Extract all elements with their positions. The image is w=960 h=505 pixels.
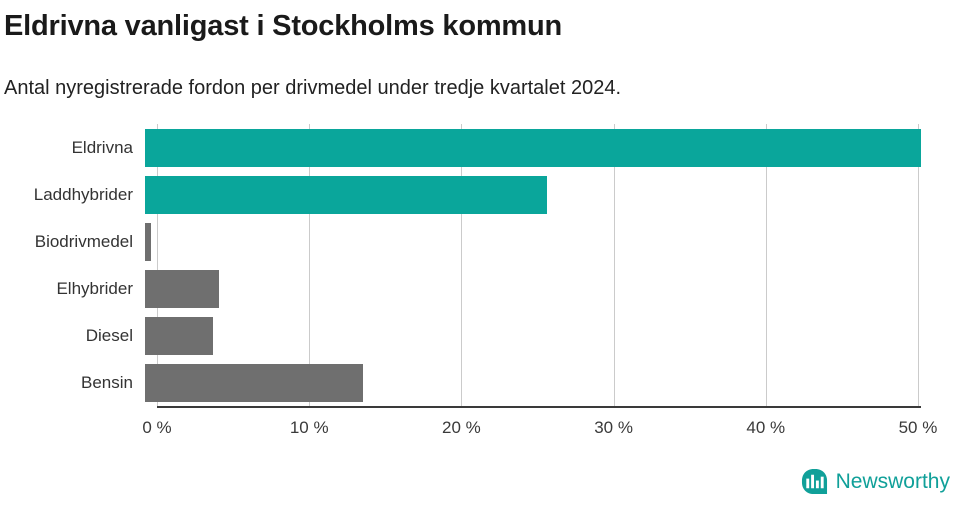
bar-bensin — [145, 363, 363, 402]
x-tick-label: 0 % — [142, 418, 172, 438]
bar-elhybrider — [145, 269, 220, 308]
bar-laddhybrider — [145, 175, 547, 214]
category-label: Biodrivmedel — [34, 231, 133, 251]
bar-row: Biodrivmedel — [4, 218, 921, 265]
bar-row: Diesel — [4, 312, 921, 359]
bar-track — [145, 128, 921, 167]
gridline — [613, 124, 615, 409]
plot-area: Eldrivna Laddhybrider Biodrivmedel Elhybrid… — [4, 124, 921, 409]
gridlines — [157, 124, 921, 409]
bar-track — [145, 222, 921, 261]
x-tick-label: 10 % — [289, 418, 329, 438]
category-label: Diesel — [85, 325, 133, 345]
x-tick-label: 50 % — [898, 418, 938, 438]
chart-subtitle: Antal nyregistrerade fordon per drivmede… — [4, 77, 622, 100]
newsworthy-icon — [801, 469, 827, 495]
chart-title: Eldrivna vanligast i Stockholms kommun — [4, 10, 563, 42]
bar-rows: Eldrivna Laddhybrider Biodrivmedel Elhybrid… — [4, 124, 921, 406]
x-axis-line — [157, 406, 921, 409]
newsworthy-logo: Newsworthy — [801, 468, 950, 495]
bar-row: Bensin — [4, 359, 921, 406]
newsworthy-wordmark: Newsworthy — [835, 469, 950, 493]
gridline — [765, 124, 767, 409]
bar-row: Eldrivna — [4, 124, 921, 171]
x-tick-label: 20 % — [442, 418, 481, 438]
bar-eldrivna — [145, 128, 921, 167]
footer: Newsworthy — [4, 468, 960, 495]
x-tick-label: 40 % — [746, 418, 786, 438]
category-label: Eldrivna — [71, 137, 133, 157]
bar-chart: Eldrivna Laddhybrider Biodrivmedel Elhybrid… — [4, 124, 960, 438]
x-axis-ticks: 0 % 10 % 20 % 30 % 40 % 50 % — [142, 408, 937, 438]
x-tick-label: 30 % — [594, 418, 633, 438]
gridline — [157, 124, 158, 409]
bar-track — [145, 175, 921, 214]
bar-track — [145, 269, 921, 308]
bar-diesel — [145, 316, 214, 355]
bar-track — [145, 316, 921, 355]
bar-row: Laddhybrider — [4, 171, 921, 218]
category-label: Elhybrider — [56, 278, 133, 298]
category-label: Bensin — [81, 372, 133, 392]
gridline — [917, 124, 919, 409]
bar-track — [145, 363, 921, 402]
gridline — [461, 124, 463, 409]
bar-row: Elhybrider — [4, 265, 921, 312]
gridline — [309, 124, 311, 409]
bar-biodrivmedel — [145, 222, 152, 261]
category-label: Laddhybrider — [33, 184, 133, 204]
